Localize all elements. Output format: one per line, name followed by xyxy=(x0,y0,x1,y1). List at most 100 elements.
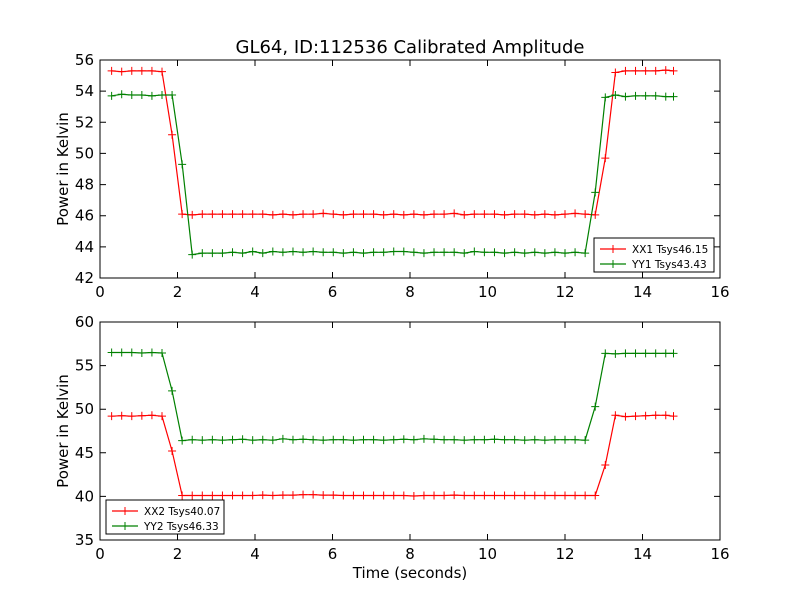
data-point xyxy=(480,248,489,257)
data-point xyxy=(611,411,620,420)
data-point xyxy=(228,210,237,219)
legend-label: YY1 Tsys43.43 xyxy=(631,259,707,271)
data-point xyxy=(288,247,297,256)
data-point xyxy=(399,247,408,256)
series-1-2 xyxy=(107,90,678,259)
data-point xyxy=(409,435,418,444)
data-point xyxy=(540,210,549,219)
data-point xyxy=(661,92,670,101)
data-point xyxy=(601,461,610,470)
y-tick-label: 40 xyxy=(75,487,94,505)
data-point xyxy=(661,66,670,75)
data-point xyxy=(389,435,398,444)
data-point xyxy=(669,412,678,421)
data-point xyxy=(409,491,418,500)
x-tick-label: 10 xyxy=(478,283,497,301)
data-point xyxy=(168,91,177,100)
x-tick-label: 6 xyxy=(328,545,338,563)
data-point xyxy=(591,402,600,411)
y-tick-label: 55 xyxy=(75,357,94,375)
data-point xyxy=(218,249,227,258)
data-point xyxy=(188,210,197,219)
data-point xyxy=(127,91,136,100)
data-point xyxy=(561,210,569,219)
data-point xyxy=(379,436,388,445)
x-tick-label: 10 xyxy=(478,545,497,563)
data-point xyxy=(288,210,297,219)
data-point xyxy=(278,210,287,219)
data-point xyxy=(208,491,217,500)
data-point xyxy=(550,491,559,500)
y-tick-label: 46 xyxy=(75,207,94,225)
data-point xyxy=(198,210,207,219)
legend-marker xyxy=(609,245,617,253)
data-point xyxy=(540,491,549,500)
data-point xyxy=(651,91,660,100)
data-point xyxy=(248,436,257,445)
data-point xyxy=(107,412,116,421)
data-point xyxy=(571,435,580,444)
data-point xyxy=(299,490,308,499)
data-point xyxy=(268,247,277,256)
data-point xyxy=(168,447,177,456)
data-point xyxy=(268,210,277,219)
y-tick-label: 35 xyxy=(75,531,94,549)
data-point xyxy=(490,435,499,444)
data-point xyxy=(510,248,519,257)
data-point xyxy=(661,411,670,420)
data-point xyxy=(389,210,398,219)
data-point xyxy=(490,491,499,500)
data-point xyxy=(500,210,509,219)
data-point xyxy=(669,349,678,358)
data-point xyxy=(309,247,318,256)
data-point xyxy=(500,435,509,444)
data-point xyxy=(258,491,267,500)
data-point xyxy=(440,491,449,500)
data-point xyxy=(450,491,459,500)
data-point xyxy=(158,91,166,100)
legend-label: XX2 Tsys40.07 xyxy=(144,506,220,518)
data-point xyxy=(278,434,287,443)
data-point xyxy=(359,491,368,500)
data-point xyxy=(359,435,368,444)
data-point xyxy=(581,249,590,258)
data-point xyxy=(309,210,318,219)
legend-entry: XX2 Tsys40.07 xyxy=(112,506,220,518)
data-point xyxy=(430,435,439,444)
data-point xyxy=(288,435,297,444)
data-point xyxy=(268,491,277,500)
y-tick-label: 50 xyxy=(75,144,94,162)
data-point xyxy=(319,248,328,257)
data-point xyxy=(530,210,539,219)
data-point xyxy=(641,349,650,358)
bottom-plot: 0 2 4 6 8 10 12 14 16 35 40 45 50 55 60 Power in Kelvin… xyxy=(54,313,730,563)
x-tick-label: 6 xyxy=(328,283,338,301)
y-tick-label: 54 xyxy=(75,82,94,100)
data-point xyxy=(430,491,439,500)
data-point xyxy=(137,348,146,357)
data-point xyxy=(470,210,479,219)
data-point xyxy=(117,90,126,99)
data-point xyxy=(198,249,207,258)
data-point xyxy=(399,435,408,444)
data-point xyxy=(490,248,499,257)
data-point xyxy=(137,66,146,75)
x-tick-label: 12 xyxy=(555,283,574,301)
data-point xyxy=(238,210,247,219)
y-axis-title: Power in Kelvin xyxy=(54,112,72,226)
data-point xyxy=(611,91,620,100)
x-tick-label: 4 xyxy=(250,545,260,563)
data-point xyxy=(379,491,388,500)
data-point xyxy=(591,188,600,197)
y-tick-label: 44 xyxy=(75,238,94,256)
data-point xyxy=(258,249,267,258)
data-point xyxy=(571,209,580,218)
data-point xyxy=(349,248,358,257)
x-tick-label: 8 xyxy=(405,283,415,301)
x-tick-label: 2 xyxy=(173,545,183,563)
legend: XX1 Tsys46.15 YY1 Tsys43.43 xyxy=(593,237,715,273)
data-point xyxy=(651,349,660,358)
data-point xyxy=(198,491,207,500)
data-point xyxy=(107,91,116,100)
